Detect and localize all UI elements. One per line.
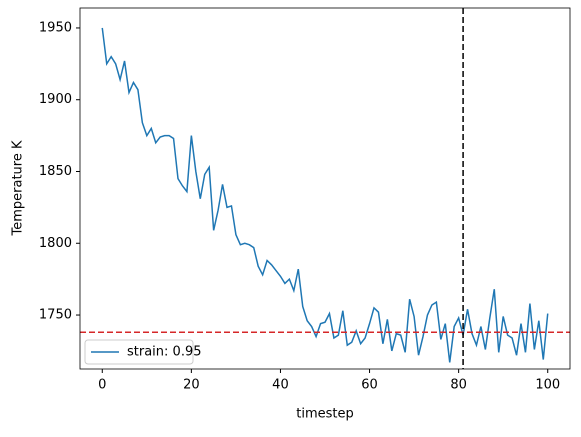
x-axis-label: timestep	[296, 407, 354, 422]
x-tick-label: 0	[98, 378, 106, 393]
x-tick-label: 100	[535, 378, 560, 393]
legend-box	[84, 339, 194, 365]
y-axis-label: Temperature K	[11, 140, 26, 236]
y-tick-label: 1750	[39, 308, 72, 323]
line	[101, 27, 549, 363]
x-tick-label: 20	[183, 378, 200, 393]
y-tick-label: 1950	[39, 20, 72, 35]
plot-frame	[79, 7, 571, 370]
legend-label: strain: 0.95	[127, 345, 202, 360]
x-tick-label: 60	[361, 378, 378, 393]
y-tick-label: 1900	[39, 92, 72, 107]
y-tick-label: 1850	[39, 164, 72, 179]
y-tick-label: 1800	[39, 236, 72, 251]
x-tick-label: 80	[450, 378, 467, 393]
x-tick-label: 40	[272, 378, 289, 393]
